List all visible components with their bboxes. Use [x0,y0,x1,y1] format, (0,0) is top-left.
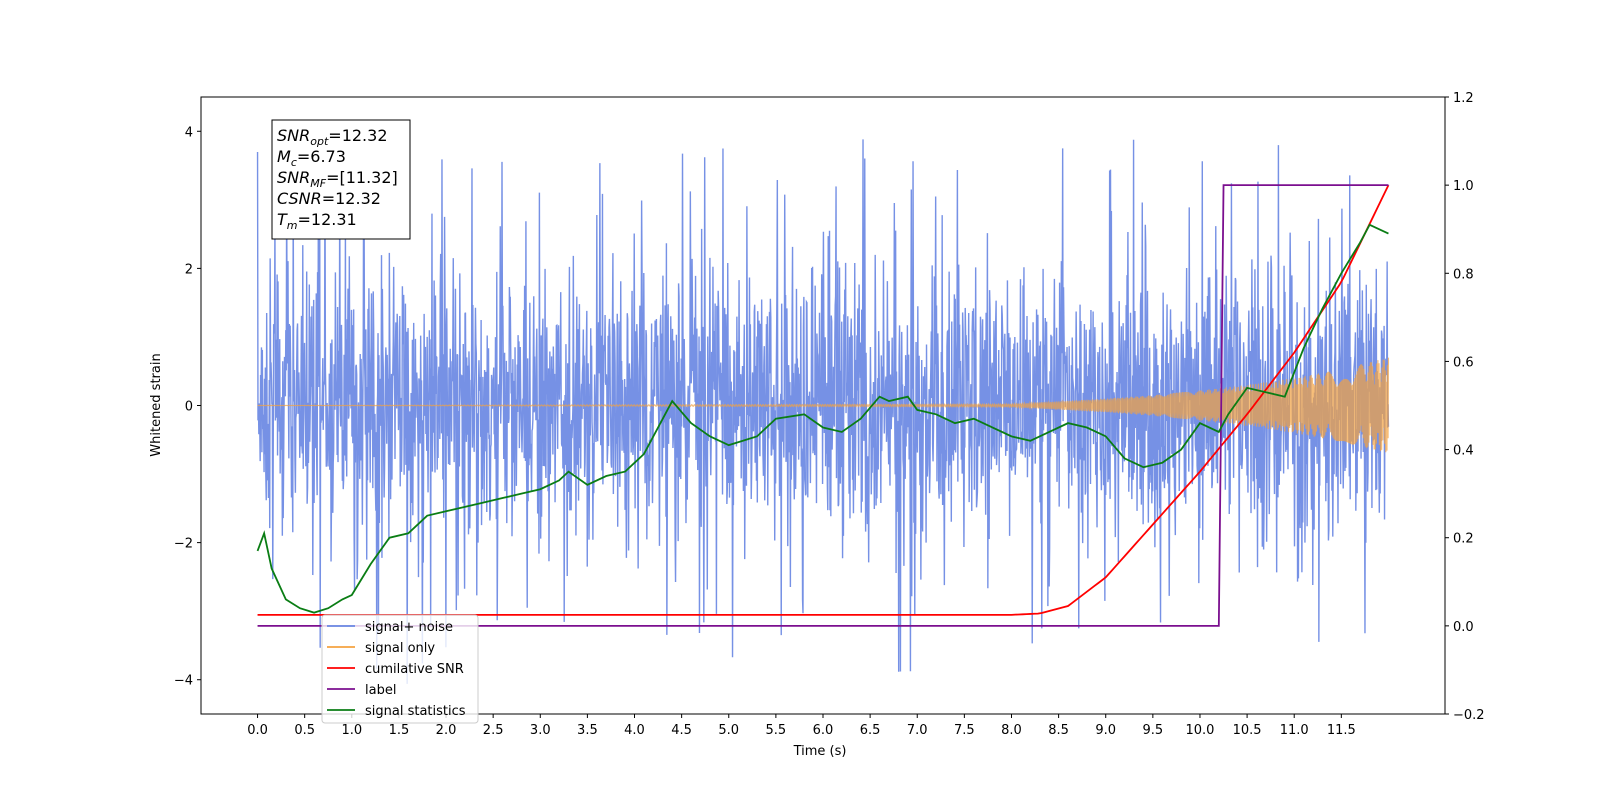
legend-label: signal+ noise [365,620,453,635]
annotation-line: SNRopt=12.32 [277,126,388,148]
x-tick-label: 9.0 [1095,723,1116,738]
x-tick-label: 5.5 [766,723,787,738]
y-tick-label: 0 [185,400,193,415]
legend: signal+ noise signal only cumilative SNR la… [321,614,479,724]
annotation-frame [271,119,411,240]
y-tick-label: −4 [174,674,193,689]
x-tick-label: 7.5 [954,723,975,738]
x-axis-label: Time (s) [793,744,847,759]
legend-label: signal only [365,641,435,656]
y2-tick-label: 0.0 [1453,620,1474,635]
plot-area [256,139,1390,684]
y2-tick-label: 1.0 [1453,179,1474,194]
x-tick-label: 6.0 [813,723,834,738]
series-signal-statistics-line [256,223,1389,614]
x-tick-label: 5.0 [718,723,739,738]
x-tick-label: 4.5 [671,723,692,738]
y-tick-label: −2 [174,537,193,552]
x-tick-label: 0.5 [294,723,315,738]
y-axis-label: Whitened strain [149,353,164,456]
y2-tick-label: 0.2 [1453,532,1474,547]
x-tick-label: 9.5 [1143,723,1164,738]
annotation-line: CSNR=12.32 [277,189,381,208]
x-tick-label: 4.0 [624,723,645,738]
x-tick-label: 10.0 [1185,723,1214,738]
legend-label: signal statistics [365,704,466,719]
x-tick-label: 2.5 [483,723,504,738]
axis-ticks: 0.0 0.5 1.0 1.5 2.0 2.5 3.0 3.5 4.0 4.5 5.0 5.5 6.0 6… [174,91,1485,738]
annotation-line: Mc=6.73 [277,147,346,169]
y-tick-label: 2 [185,262,193,277]
x-tick-label: 11.5 [1327,723,1356,738]
x-tick-label: 1.5 [389,723,410,738]
x-tick-label: 11.0 [1280,723,1309,738]
annotation-box: SNRopt=12.32Mc=6.73SNRMF=[11.32]CSNR=12.… [271,119,411,240]
y2-tick-label: −0.2 [1453,708,1485,723]
x-tick-label: 6.5 [860,723,881,738]
y2-tick-label: 0.8 [1453,267,1474,282]
legend-label: label [365,683,396,698]
x-tick-label: 10.5 [1233,723,1262,738]
annotation-line: SNRMF=[11.32] [277,168,398,190]
y2-tick-label: 1.2 [1453,91,1474,106]
series-signal-noise-line [256,139,1390,684]
x-tick-label: 3.5 [577,723,598,738]
x-tick-label: 1.0 [341,723,362,738]
x-tick-label: 2.0 [436,723,457,738]
y2-tick-label: 0.4 [1453,444,1474,459]
x-tick-label: 8.5 [1048,723,1069,738]
x-tick-label: 3.0 [530,723,551,738]
x-tick-label: 0.0 [247,723,268,738]
x-tick-label: 8.0 [1001,723,1022,738]
series-signal-only-line [257,357,1390,453]
annotation-line: Tm=12.31 [277,210,357,232]
legend-label: cumilative SNR [365,662,464,677]
legend-frame [321,614,479,724]
y2-tick-label: 0.6 [1453,355,1474,370]
y-tick-label: 4 [185,125,193,140]
series-label-line [257,184,1389,627]
x-tick-label: 7.0 [907,723,928,738]
